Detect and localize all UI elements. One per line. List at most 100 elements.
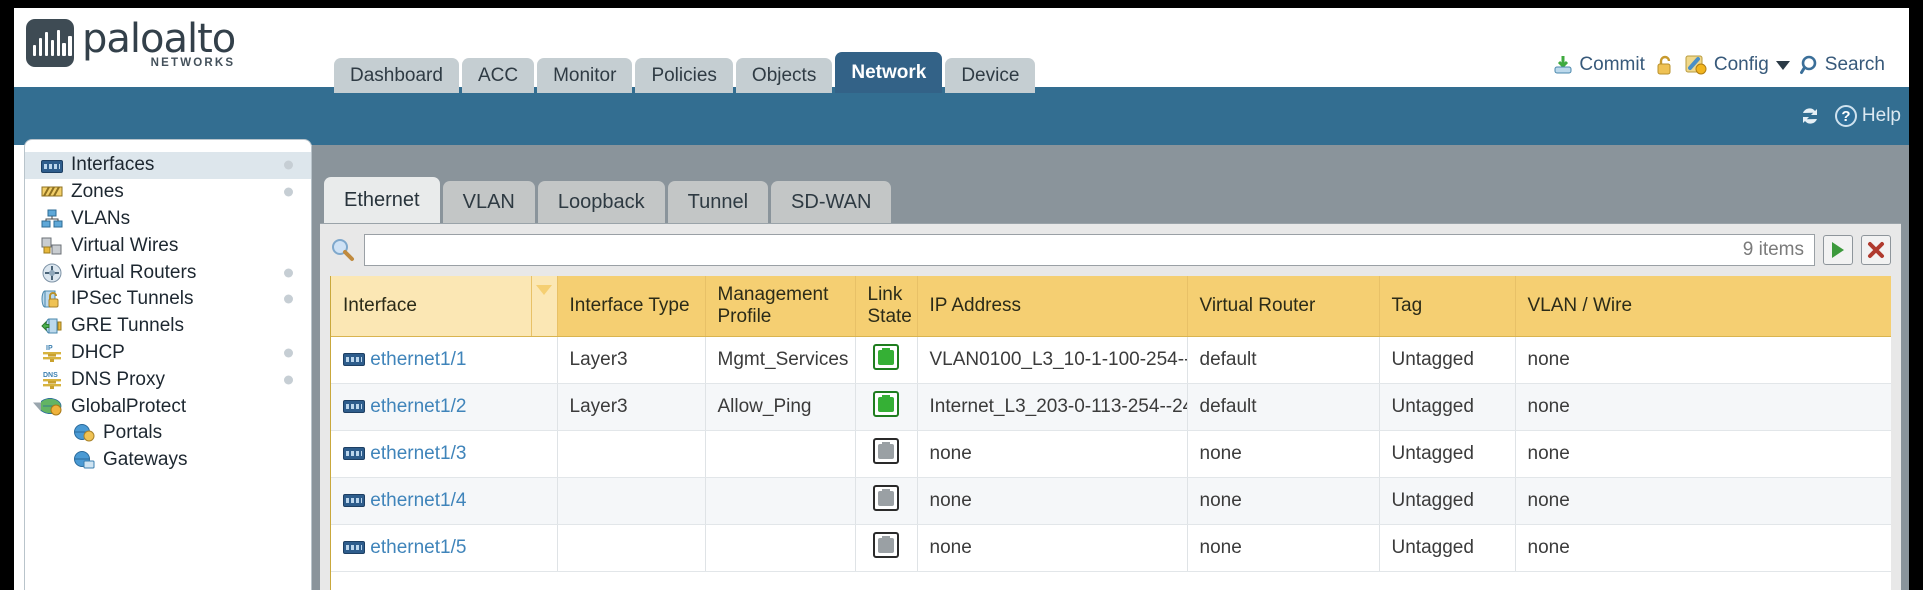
sidebar-item-label: GRE Tunnels <box>71 315 184 337</box>
sidebar-item-label: IPSec Tunnels <box>71 288 194 310</box>
cell-ip-address: none <box>917 477 1188 525</box>
link-state-up-icon <box>873 391 899 417</box>
gateways-icon <box>73 450 95 470</box>
column-header-management-profile[interactable]: Management Profile <box>705 276 856 337</box>
status-dot <box>284 375 293 385</box>
table-row[interactable]: ethernet1/2 Layer3 Allow_Ping Internet_L… <box>331 383 1891 431</box>
sidebar-item-gre-tunnels[interactable]: GRE Tunnels <box>25 313 311 340</box>
column-header-vlan-wire[interactable]: VLAN / Wire <box>1515 276 1891 337</box>
cell-interface[interactable]: ethernet1/4 <box>331 477 558 525</box>
tab-acc[interactable]: ACC <box>461 58 535 93</box>
cell-interface[interactable]: ethernet1/2 <box>331 383 558 431</box>
main-navigation: Dashboard ACC Monitor Policies Objects N… <box>334 52 1036 93</box>
zones-icon <box>41 182 63 202</box>
sidebar-item-ipsec-tunnels[interactable]: IPSec Tunnels <box>25 286 311 313</box>
subtab-sd-wan[interactable]: SD-WAN <box>771 181 892 223</box>
config-menu[interactable]: Config <box>1685 54 1790 76</box>
brand-subtitle: NETWORKS <box>150 57 236 69</box>
link-state-down-icon <box>873 438 899 464</box>
blue-toolbar <box>14 87 1909 145</box>
table-row[interactable]: ethernet1/1 Layer3 Mgmt_Services VLAN010… <box>331 336 1891 384</box>
sidebar-item-label: Virtual Wires <box>71 234 179 256</box>
portals-icon <box>73 423 95 443</box>
column-header-tag[interactable]: Tag <box>1379 276 1516 337</box>
subtab-tunnel[interactable]: Tunnel <box>667 181 769 223</box>
cell-virtual-router: default <box>1187 383 1380 431</box>
tab-dashboard[interactable]: Dashboard <box>334 58 459 93</box>
window-frame-left <box>0 0 14 590</box>
vlans-icon <box>41 209 63 229</box>
subtab-loopback[interactable]: Loopback <box>537 181 665 223</box>
refresh-button[interactable] <box>1799 105 1821 127</box>
content-area: Ethernet VLAN Loopback Tunnel SD-WAN 9 i… <box>312 145 1909 590</box>
sidebar-item-vlans[interactable]: VLANs <box>25 206 311 233</box>
sidebar-item-interfaces[interactable]: Interfaces <box>25 152 311 179</box>
search-button[interactable]: Search <box>1799 54 1885 76</box>
cell-vlan-wire: none <box>1515 524 1891 572</box>
clear-filter-button[interactable] <box>1861 235 1891 265</box>
tab-monitor[interactable]: Monitor <box>537 58 633 93</box>
cell-tag: Untagged <box>1379 336 1516 384</box>
table-row[interactable]: ethernet1/4 none none Untagged none <box>331 477 1891 525</box>
sidebar-item-label: Zones <box>71 181 124 203</box>
cell-interface-type <box>557 477 706 525</box>
items-count-label: 9 items <box>1742 239 1804 260</box>
sidebar-item-virtual-wires[interactable]: Virtual Wires <box>25 232 311 259</box>
cell-virtual-router: default <box>1187 336 1380 384</box>
cell-link-state <box>855 477 918 525</box>
sidebar-item-globalprotect[interactable]: GlobalProtect <box>25 393 311 420</box>
cell-interface[interactable]: ethernet1/3 <box>331 430 558 478</box>
sidebar-item-label: DHCP <box>71 341 125 363</box>
commit-button[interactable]: Commit <box>1552 54 1645 76</box>
sidebar-item-gateways[interactable]: Gateways <box>25 447 311 474</box>
column-header-ip-address[interactable]: IP Address <box>917 276 1188 337</box>
cell-ip-address: none <box>917 430 1188 478</box>
sidebar-item-zones[interactable]: Zones <box>25 179 311 206</box>
column-header-interface-type[interactable]: Interface Type <box>557 276 706 337</box>
column-header-link-state[interactable]: Link State <box>855 276 918 337</box>
network-sidebar: Interfaces Zones VLANs Virtual Wires <box>24 139 312 590</box>
unlock-button[interactable] <box>1655 54 1675 76</box>
sidebar-item-label: Interfaces <box>71 154 155 176</box>
help-button[interactable]: ? Help <box>1834 105 1901 127</box>
column-header-interface[interactable]: Interface <box>331 276 532 337</box>
sidebar-item-virtual-routers[interactable]: Virtual Routers <box>25 259 311 286</box>
tab-network[interactable]: Network <box>835 52 943 93</box>
header-utilities: Commit Config Search <box>1552 54 1885 76</box>
status-dot <box>284 160 293 170</box>
subtab-vlan[interactable]: VLAN <box>442 181 535 223</box>
subtab-ethernet[interactable]: Ethernet <box>324 177 440 223</box>
search-input[interactable]: 9 items <box>364 234 1815 266</box>
sort-indicator-cell[interactable] <box>531 276 558 337</box>
column-header-virtual-router[interactable]: Virtual Router <box>1187 276 1380 337</box>
sidebar-item-dns-proxy[interactable]: DNS DNS Proxy <box>25 366 311 393</box>
clear-filter-x-icon <box>1867 241 1885 259</box>
cell-interface[interactable]: ethernet1/1 <box>331 336 558 384</box>
sidebar-item-portals[interactable]: Portals <box>25 420 311 447</box>
cell-interface[interactable]: ethernet1/5 <box>331 524 558 572</box>
apply-filter-button[interactable] <box>1823 235 1853 265</box>
tab-device[interactable]: Device <box>945 58 1036 93</box>
cell-tag: Untagged <box>1379 524 1516 572</box>
cell-interface-type <box>557 430 706 478</box>
status-dot <box>284 348 293 358</box>
sidebar-item-label: Gateways <box>103 449 188 471</box>
sidebar-item-label: Portals <box>103 422 163 444</box>
sort-desc-arrow-icon <box>536 285 552 316</box>
sidebar-item-dhcp[interactable]: IP DHCP <box>25 340 311 367</box>
cell-management-profile <box>705 524 856 572</box>
dhcp-icon: IP <box>41 343 63 363</box>
tab-policies[interactable]: Policies <box>635 58 733 93</box>
brand-logo[interactable]: paloalto NETWORKS <box>26 16 236 69</box>
interfaces-icon <box>343 396 365 416</box>
interfaces-table-wrap[interactable]: Interface Interface Type Management Prof… <box>330 276 1891 590</box>
cell-management-profile: Allow_Ping <box>705 383 856 431</box>
search-magnifier-icon[interactable] <box>330 237 356 263</box>
table-row[interactable]: ethernet1/5 none none Untagged none <box>331 524 1891 572</box>
tab-objects[interactable]: Objects <box>735 58 833 93</box>
link-state-down-icon <box>873 485 899 511</box>
cell-vlan-wire: none <box>1515 430 1891 478</box>
table-row[interactable]: ethernet1/3 none none Untagged none <box>331 430 1891 478</box>
cell-ip-address: none <box>917 524 1188 572</box>
